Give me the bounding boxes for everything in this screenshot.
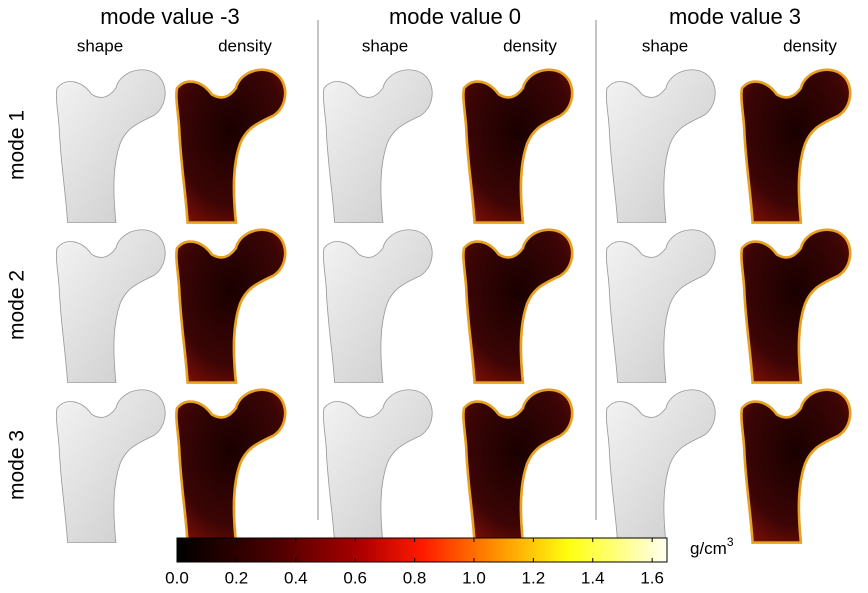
column-subtitle: density [783,36,837,55]
column-title: mode value -3 [100,4,239,29]
column-title: mode value 0 [389,4,521,29]
tick-label: 1.6 [640,568,664,587]
tick-label: 0.6 [343,568,367,587]
row-label: mode 3 [6,430,29,500]
femur-shape [323,390,432,543]
unit-text: g/cm [690,539,727,558]
femur-density [176,70,285,223]
femur-shape [323,70,432,223]
femur-density [176,230,285,383]
unit-superscript: 3 [727,535,734,549]
tick-label: 1.0 [462,568,486,587]
femur-density [741,230,850,383]
tick-label: 0.2 [225,568,249,587]
tick-label: 0.8 [403,568,427,587]
tick-label: 1.2 [522,568,546,587]
femur-shape [323,230,432,383]
femur-shape [606,70,715,223]
femur-density [463,230,572,383]
femur-density [741,70,850,223]
femur-shape [606,390,715,543]
figure: mode value -3 mode value 0 mode value 3 … [0,0,868,593]
tick-label: 0.0 [165,568,189,587]
row-label: mode 2 [6,270,29,340]
tick-label: 1.4 [581,568,605,587]
femur-density [463,390,572,543]
column-title: mode value 3 [669,4,801,29]
column-subtitle: shape [362,36,408,55]
tick-label: 0.4 [284,568,308,587]
femur-grid [56,70,850,543]
femur-density [741,390,850,543]
column-subtitle: shape [77,36,123,55]
column-subtitle: shape [642,36,688,55]
femur-shape [56,70,165,223]
femur-shape [56,230,165,383]
femur-density [463,70,572,223]
row-label: mode 1 [6,110,29,180]
colorbar-unit: g/cm3 [690,535,734,558]
column-subtitle: density [218,36,272,55]
colorbar [177,538,667,562]
femur-shape [56,390,165,543]
column-subtitle: density [503,36,557,55]
femur-density [176,390,285,543]
femur-shape [606,230,715,383]
